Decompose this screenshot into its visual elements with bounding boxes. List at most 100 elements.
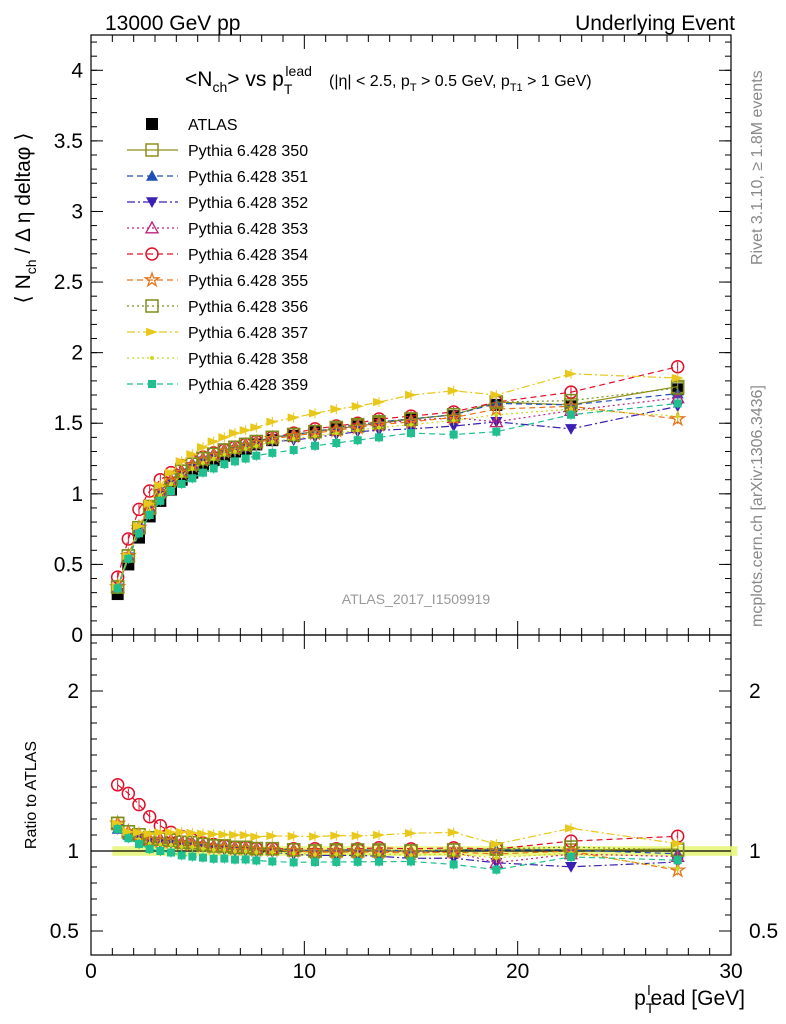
legend-marker [146, 118, 158, 130]
ratio-point [373, 830, 385, 840]
data-point [309, 409, 321, 418]
ratio-point [449, 860, 458, 869]
ratio-series-layer [109, 778, 687, 878]
ratio-point [355, 852, 360, 857]
y-tick-label: 3 [71, 200, 83, 223]
data-point [375, 433, 383, 442]
ratio-point [124, 834, 133, 843]
ratio-point [220, 854, 229, 863]
ratio-series-pythia-6-428-359 [113, 823, 682, 875]
data-point [291, 436, 296, 441]
ratio-point [407, 857, 415, 866]
data-point [158, 493, 163, 498]
data-point [270, 439, 275, 444]
ratio-point [179, 844, 184, 849]
data-point [209, 464, 218, 473]
ratio-point [289, 858, 298, 867]
data-point [199, 468, 207, 477]
legend-marker [143, 270, 161, 288]
series-pythia-6-428-355 [109, 397, 687, 595]
data-point [409, 422, 413, 427]
main-panel-frame [90, 34, 732, 636]
legend-marker [145, 299, 159, 313]
series-pythia-6-428-352 [111, 401, 684, 595]
data-point [175, 457, 188, 466]
x-tick-label: 10 [293, 960, 316, 983]
ratio-point [287, 832, 300, 841]
ratio-point [233, 849, 237, 853]
legend-item-pythia-6-428-358: Pythia 6.428 358 [127, 351, 308, 368]
ratio-point [405, 829, 417, 838]
data-point [165, 468, 177, 477]
ratio-point [309, 832, 321, 841]
ratio-point [158, 842, 163, 847]
y-tick-label: 2.5 [54, 271, 83, 294]
data-point [243, 446, 248, 451]
header-right: Underlying Event [575, 12, 735, 35]
ratio-point [211, 847, 216, 852]
plot-title: <Nch> vs pTlead [185, 63, 312, 97]
ratio-point [145, 845, 154, 854]
ratio-point [252, 856, 261, 865]
series-line [117, 373, 678, 588]
data-point [353, 436, 362, 445]
data-point [113, 584, 122, 593]
data-point [669, 409, 687, 427]
ratio-point [177, 851, 186, 860]
legend-item-pythia-6-428-354: Pythia 6.428 354 [127, 247, 308, 264]
data-point [332, 439, 341, 447]
ratio-point [353, 857, 362, 866]
legend-label: ATLAS [188, 117, 238, 134]
series-pythia-6-428-351 [111, 387, 684, 594]
legend-marker [146, 170, 158, 181]
ratio-point [133, 828, 145, 837]
x-tick-label: 0 [85, 960, 97, 983]
legend-label: Pythia 6.428 353 [188, 221, 308, 238]
legend-label: Pythia 6.428 351 [188, 169, 308, 186]
mcplots-label: mcplots.cern.ch [arXiv:1306.3436] [749, 385, 766, 627]
data-point [492, 427, 501, 436]
data-point [254, 443, 259, 448]
data-point [451, 418, 456, 423]
data-point [190, 466, 195, 471]
data-point [124, 554, 133, 563]
data-point [268, 448, 277, 457]
legend-item-pythia-6-428-351: Pythia 6.428 351 [127, 169, 308, 186]
ratio-point [239, 831, 252, 840]
series-line [117, 402, 678, 589]
data-point [231, 457, 239, 466]
x-axis-label: pTlead [GeV] [634, 982, 745, 1016]
data-point [287, 413, 300, 422]
data-point [330, 404, 343, 414]
ratio-point [565, 862, 577, 873]
data-point [143, 499, 156, 508]
legend-item-pythia-6-428-352: Pythia 6.428 352 [127, 195, 308, 212]
data-point [351, 402, 364, 411]
legend: ATLAS Pythia 6.428 350 Pythia 6.428 351 Pyt… [127, 117, 308, 394]
data-point [311, 441, 319, 450]
ratio-point [113, 824, 122, 833]
y-tick-label: 0.5 [54, 553, 83, 576]
data-point [355, 428, 360, 433]
ratio-panel-frame [90, 634, 732, 956]
ratio-point [451, 852, 456, 857]
data-point [207, 437, 220, 446]
ratio-point [334, 852, 339, 857]
series-line [117, 408, 678, 589]
series-line [117, 385, 678, 588]
legend-marker [146, 327, 158, 337]
ratio-point [671, 839, 684, 848]
ratio-point [197, 829, 209, 838]
ratio-point [199, 853, 207, 862]
ratio-point [241, 855, 250, 864]
ratio-y-tick-label-right: 2 [749, 680, 761, 703]
data-point [377, 425, 381, 430]
data-point [197, 443, 209, 452]
ratio-point [135, 840, 143, 849]
ratio-point [313, 852, 317, 857]
ratio-point [268, 857, 277, 866]
ratio-point [169, 842, 173, 847]
ratio-point [147, 841, 152, 846]
series-pythia-6-428-359 [113, 398, 682, 594]
